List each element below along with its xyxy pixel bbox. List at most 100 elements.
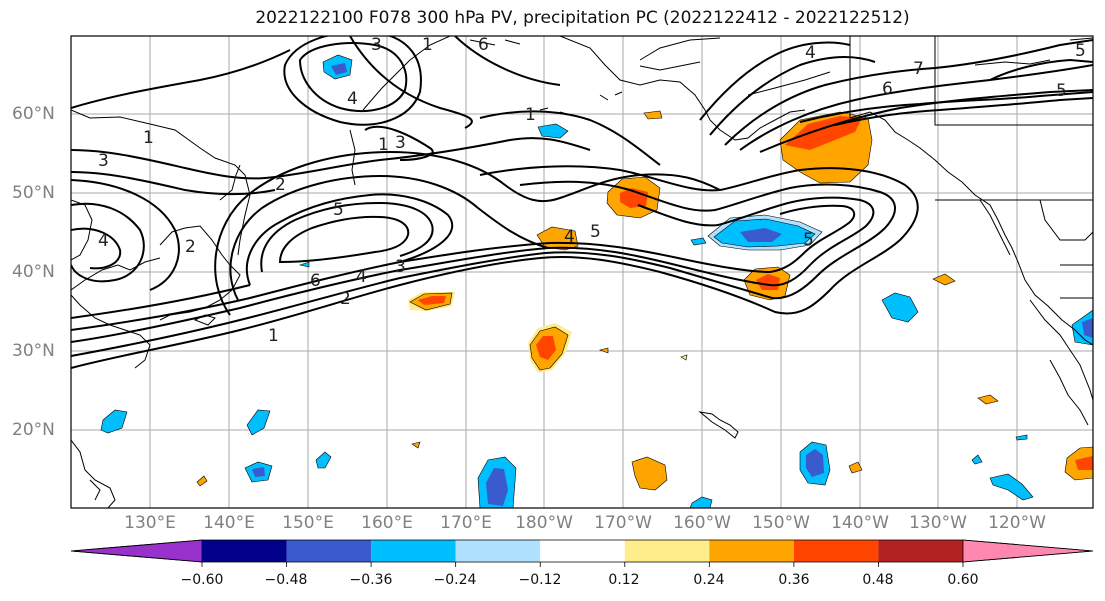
colorbar-segment [793, 540, 879, 562]
contour-line [245, 193, 454, 286]
precip-patch [971, 454, 983, 465]
colorbar-tick-label: −0.48 [264, 572, 308, 588]
lon-label: 160°W [673, 513, 731, 533]
colorbar-segment [455, 540, 541, 562]
contour-label: 5 [803, 230, 814, 250]
precip-patch [100, 409, 128, 434]
lon-label: 170°E [440, 513, 492, 533]
contour-label: 4 [356, 267, 367, 287]
precip-patch [486, 468, 508, 506]
contour-line [214, 150, 721, 316]
colorbar-segment [878, 540, 963, 562]
colorbar-extend-low [70, 539, 203, 563]
contour-line [989, 58, 1093, 81]
contour-line [454, 36, 561, 86]
contour-line [349, 36, 473, 129]
coastlines [71, 36, 1093, 508]
precip-patch [411, 441, 421, 449]
colorbar-extend-high [962, 539, 1094, 563]
precip-patch [631, 456, 668, 491]
precip-patch [806, 449, 824, 477]
lon-label: 130°W [909, 513, 967, 533]
contour-label: 3 [395, 257, 406, 277]
precip-patch [689, 496, 713, 508]
colorbar-tick-label: 0.12 [608, 572, 640, 588]
colorbar-tick-label: −0.60 [180, 572, 224, 588]
contour-label: 3 [98, 151, 109, 171]
contour-label: 6 [478, 35, 489, 55]
colorbar-segment [371, 540, 456, 562]
contour-line [229, 174, 549, 301]
precip-patch [598, 347, 609, 354]
lon-label: 140°W [831, 513, 889, 533]
lon-label: 120°W [988, 513, 1046, 533]
colorbar-tick-label: −0.12 [518, 572, 562, 588]
contour-line [759, 89, 1093, 153]
precip-patch [740, 228, 782, 242]
colorbar-tick-label: −0.36 [349, 572, 393, 588]
contour-label: 2 [185, 237, 196, 257]
precip-patch [1075, 456, 1093, 470]
precip-patch [418, 296, 446, 305]
contour-label: 6 [882, 79, 893, 99]
contour-line [283, 36, 422, 126]
colorbar-tick-label: 0.24 [693, 572, 725, 588]
lon-label: 150°W [752, 513, 810, 533]
precip-patch [196, 475, 208, 487]
contour-label: 3 [371, 35, 382, 55]
contour-label: 1 [378, 135, 389, 155]
contour-label: 6 [310, 271, 321, 291]
contour-label: 5 [1056, 81, 1067, 101]
contour-label: 4 [564, 227, 575, 247]
precip-patch [1082, 318, 1093, 338]
precip-patch [1015, 434, 1028, 441]
contour-label: 2 [275, 175, 286, 195]
contour-line [71, 204, 856, 331]
precip-negative [100, 54, 1093, 508]
contour-line [364, 125, 434, 161]
contour-label: 1 [525, 105, 536, 125]
colorbar [70, 539, 1094, 567]
colorbar-segment [540, 540, 625, 562]
contour-label: 5 [333, 200, 344, 220]
precip-patch [680, 354, 688, 361]
contour-line [724, 39, 1093, 146]
lat-label-60n: 60°N [12, 104, 55, 124]
contour-line [71, 171, 276, 196]
contour-label: 2 [340, 289, 351, 309]
contour-line [71, 196, 875, 343]
contour-label: 4 [98, 231, 109, 251]
contour-label: 3 [395, 133, 406, 153]
colorbar-tick-label: 0.48 [862, 572, 894, 588]
map-title: 2022122100 F078 300 hPa PV, precipitatio… [255, 8, 910, 28]
contour-line [699, 41, 851, 121]
lon-label: 170°W [594, 513, 652, 533]
precip-patch [848, 461, 863, 474]
precip-patch [977, 394, 999, 405]
colorbar-segment [286, 540, 372, 562]
contour-line [834, 97, 1093, 126]
contour-label: 4 [347, 89, 358, 109]
contour-label: 7 [913, 59, 924, 79]
precip-patch [690, 237, 707, 246]
contour-line [479, 110, 661, 166]
contour-line [260, 201, 434, 273]
contour-line [709, 56, 876, 136]
contour-label: 1 [422, 35, 433, 55]
contour-line [71, 202, 145, 283]
colorbar-segment [709, 540, 794, 562]
precip-patch [298, 261, 310, 268]
precip-patch [246, 409, 271, 436]
lat-label-50n: 50°N [12, 183, 55, 203]
contour-label: 5 [1075, 41, 1086, 61]
lon-label: 150°E [282, 513, 334, 533]
precip-patch [536, 336, 556, 360]
lon-label: 140°E [203, 513, 255, 533]
precip-patch [315, 451, 332, 469]
contour-line [298, 42, 408, 112]
lon-label: 130°E [124, 513, 176, 533]
precip-patch [881, 292, 919, 323]
precip-patch [989, 473, 1034, 501]
precip-patch [785, 116, 862, 150]
